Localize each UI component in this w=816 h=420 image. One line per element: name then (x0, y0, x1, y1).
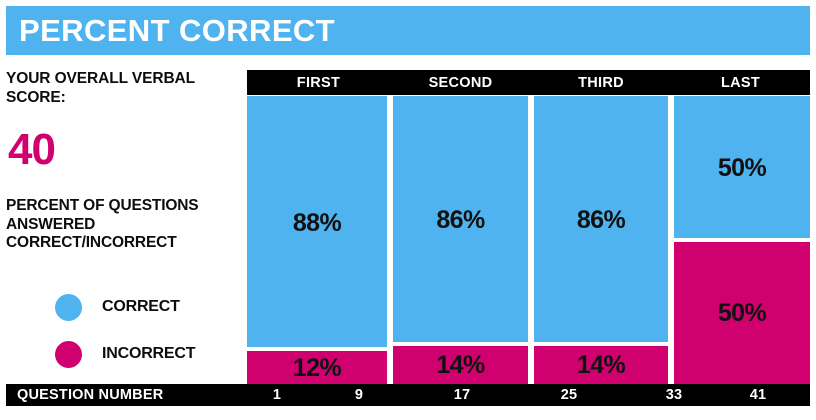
x-axis-tick-25: 25 (560, 387, 578, 403)
chart-column-headers: FIRST SECOND THIRD LAST (247, 70, 810, 95)
x-axis-bar: QUESTION NUMBER 1 9 17 25 33 41 (6, 384, 810, 406)
bar-segment-correct-last: 50% (674, 96, 810, 238)
x-axis-tick-17: 17 (453, 387, 471, 403)
page-title: PERCENT CORRECT (19, 13, 336, 48)
bar-label-correct-second: 86% (436, 206, 485, 234)
bar-segment-incorrect-first: 12% (247, 351, 387, 384)
chart-column-third: 86% 14% (531, 96, 671, 384)
bar-label-incorrect-third: 14% (576, 351, 626, 379)
chart-column-header-last: LAST (720, 74, 761, 91)
chart-legend: CORRECT INCORRECT (55, 290, 245, 384)
report-title-banner: PERCENT CORRECT (6, 6, 810, 55)
overall-score-label: YOUR OVERALL VERBAL SCORE: (6, 70, 195, 106)
legend-item-incorrect: INCORRECT (55, 337, 245, 384)
chart-column-second: 86% 14% (390, 96, 531, 384)
bar-segment-incorrect-third: 14% (534, 346, 668, 384)
overall-score-value: 40 (8, 125, 56, 174)
legend-label-correct: CORRECT (102, 298, 180, 315)
x-axis-tick-41: 41 (749, 387, 767, 403)
summary-panel: YOUR OVERALL VERBAL SCORE: 40 PERCENT OF… (6, 66, 242, 378)
x-axis-tick-9: 9 (354, 387, 364, 403)
bar-label-correct-first: 88% (292, 208, 342, 237)
chart-description: PERCENT OF QUESTIONS ANSWERED CORRECT/IN… (6, 197, 199, 251)
chart-plot-area: 88% 12% 86% 14% 86% 14% 50% 50% (247, 96, 810, 384)
x-axis-tick-33: 33 (665, 387, 683, 403)
stacked-bar-chart: FIRST SECOND THIRD LAST 88% 12% 86% 14% 86% 14% 5… (247, 70, 810, 384)
bar-label-correct-last: 50% (717, 154, 767, 182)
bar-segment-correct-first: 88% (247, 96, 387, 347)
x-axis-title: QUESTION NUMBER (17, 387, 164, 403)
bar-segment-correct-second: 86% (393, 96, 528, 342)
bar-label-incorrect-last: 50% (717, 299, 767, 327)
bar-label-incorrect-second: 14% (436, 351, 485, 379)
chart-column-last: 50% 50% (671, 96, 810, 384)
chart-column-first: 88% 12% (247, 96, 390, 384)
bar-segment-incorrect-last: 50% (674, 242, 810, 384)
chart-column-header-second: SECOND (428, 74, 493, 91)
legend-label-incorrect: INCORRECT (102, 345, 196, 362)
x-axis-tick-1: 1 (272, 387, 282, 403)
legend-swatch-correct-icon (55, 294, 82, 321)
chart-column-header-first: FIRST (296, 74, 341, 91)
legend-item-correct: CORRECT (55, 290, 245, 337)
chart-column-header-third: THIRD (578, 74, 624, 91)
bar-label-correct-third: 86% (576, 206, 626, 234)
legend-swatch-incorrect-icon (55, 341, 82, 368)
bar-segment-incorrect-second: 14% (393, 346, 528, 384)
bar-label-incorrect-first: 12% (292, 353, 342, 382)
bar-segment-correct-third: 86% (534, 96, 668, 342)
